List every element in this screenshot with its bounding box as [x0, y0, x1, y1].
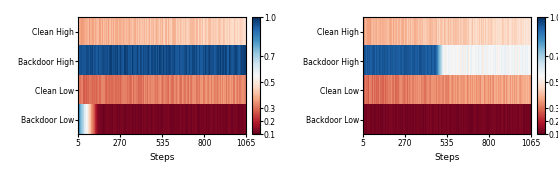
- X-axis label: Steps: Steps: [435, 153, 460, 162]
- X-axis label: Steps: Steps: [150, 153, 175, 162]
